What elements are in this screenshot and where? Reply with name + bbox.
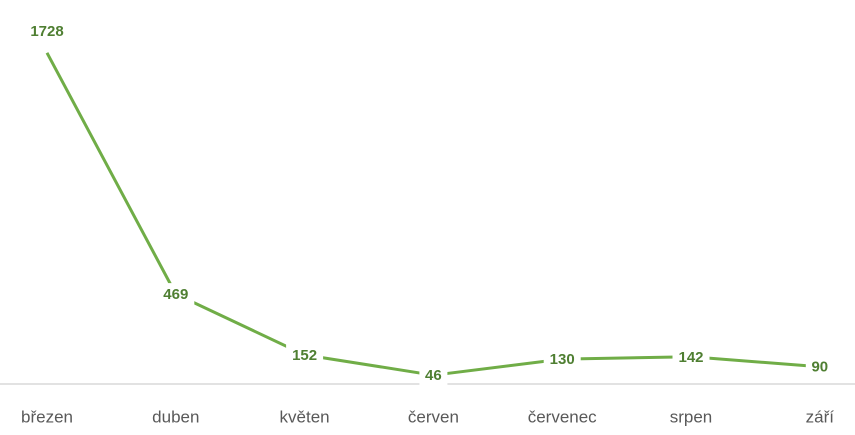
data-label-bg: [543, 348, 581, 371]
data-label: 130: [550, 351, 575, 368]
data-label-bg: [805, 355, 834, 378]
x-tick-label: březen: [21, 407, 73, 426]
x-tick-label: září: [806, 407, 835, 426]
x-tick-label: květen: [280, 407, 330, 426]
data-label-bg: [24, 19, 70, 42]
x-tick-label: červen: [408, 407, 459, 426]
data-label: 46: [425, 367, 442, 384]
data-label-bg: [157, 283, 195, 306]
line: [45, 52, 820, 377]
data-label-bg: [286, 343, 324, 366]
x-tick-label: duben: [152, 407, 199, 426]
x-tick-label: červenec: [528, 407, 597, 426]
data-label: 142: [678, 349, 703, 366]
data-label: 1728: [30, 23, 63, 40]
data-label-bg: [672, 345, 710, 368]
data-label-bg: [419, 364, 448, 387]
x-tick-label: srpen: [670, 407, 713, 426]
data-label: 152: [292, 347, 317, 364]
data-label: 90: [811, 359, 828, 376]
data-label: 469: [163, 286, 188, 303]
